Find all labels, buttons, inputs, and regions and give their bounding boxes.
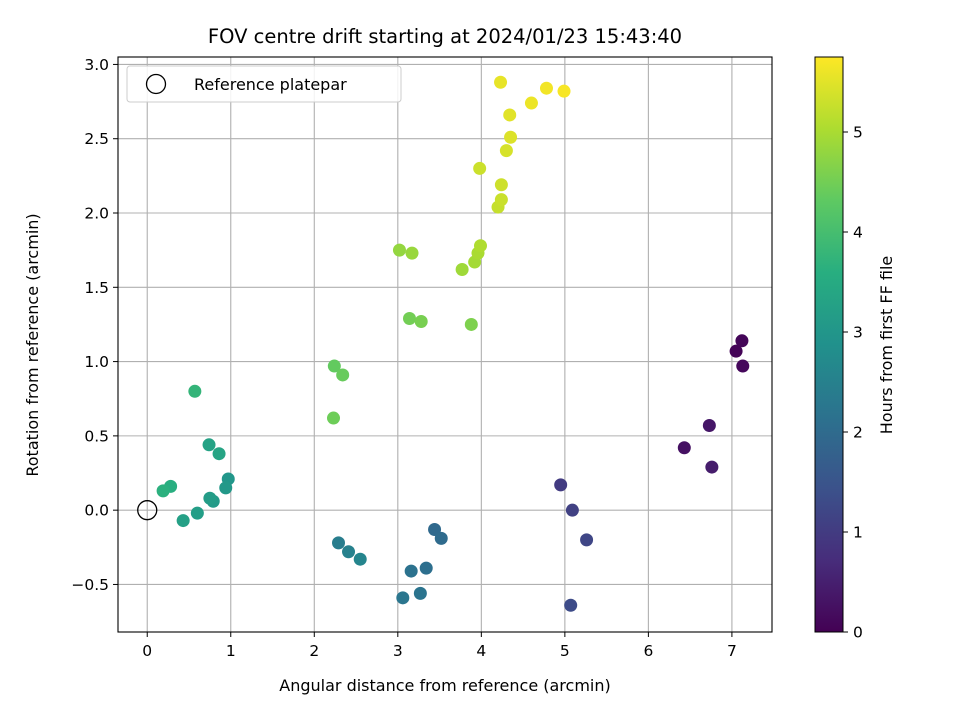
colorbar-frame [814, 56, 844, 633]
x-tick-label: 4 [476, 642, 486, 660]
y-tick-label: 2.0 [84, 205, 109, 223]
data-point [504, 130, 518, 144]
data-point [327, 359, 341, 373]
data-points [137, 75, 750, 612]
data-point [212, 447, 226, 461]
data-point [499, 144, 513, 158]
legend-box [126, 65, 402, 103]
legend: Reference platepar [126, 65, 402, 103]
x-tick-label: 6 [643, 642, 653, 660]
chart-title: FOV centre drift starting at 2024/01/23 … [208, 25, 682, 48]
data-point [554, 478, 568, 492]
colorbar-tick-label: 5 [853, 124, 863, 142]
data-point [494, 193, 508, 207]
x-tick-label: 1 [226, 642, 236, 660]
x-axis-ticks: 0 1 2 3 4 5 6 7 [142, 632, 737, 660]
data-point [539, 81, 553, 95]
data-point [565, 503, 579, 517]
y-axis-ticks: −0.5 0.0 0.5 1.0 1.5 2.0 2.5 3.0 [71, 56, 118, 594]
colorbar-ticks: 0 1 2 3 4 5 [843, 124, 863, 642]
data-point [736, 359, 750, 373]
y-tick-label: 3.0 [84, 56, 109, 74]
data-point [202, 438, 216, 452]
data-point [188, 384, 202, 398]
data-point [705, 460, 719, 474]
plot-area-frame [117, 56, 773, 633]
reference-platepar-point [137, 500, 158, 521]
y-tick-label: 1.0 [84, 353, 109, 371]
y-axis-label: Rotation from reference (arcmin) [23, 213, 42, 476]
data-point [473, 239, 487, 253]
colorbar-tick-label: 3 [853, 324, 863, 342]
data-point [336, 368, 350, 382]
data-point [524, 96, 538, 110]
x-axis-label: Angular distance from reference (arcmin) [279, 676, 610, 695]
data-point [564, 598, 578, 612]
x-tick-label: 3 [393, 642, 403, 660]
x-tick-label: 0 [142, 642, 152, 660]
data-point [729, 344, 743, 358]
legend-entry-reference: Reference platepar [194, 75, 347, 94]
data-point [353, 552, 367, 566]
legend-marker-icon [145, 73, 167, 95]
data-point [219, 481, 233, 495]
y-tick-label: 0.5 [84, 427, 109, 445]
data-point [434, 531, 448, 545]
data-point [414, 314, 428, 328]
data-point [494, 75, 508, 89]
data-point [557, 84, 571, 98]
x-tick-label: 7 [727, 642, 737, 660]
colorbar: 0 1 2 3 4 5 Hours from first FF file [814, 56, 896, 642]
data-point [203, 491, 217, 505]
data-point [403, 311, 417, 325]
data-point [404, 564, 418, 578]
data-point [702, 418, 716, 432]
data-point [405, 246, 419, 260]
data-point [464, 317, 478, 331]
data-point [332, 536, 346, 550]
y-tick-label: −0.5 [71, 576, 109, 594]
colorbar-tick-label: 0 [853, 624, 863, 642]
colorbar-tick-label: 1 [853, 524, 863, 542]
colorbar-gradient [815, 57, 843, 632]
colorbar-tick-label: 4 [853, 224, 863, 242]
data-point [392, 243, 406, 257]
data-point [503, 108, 517, 122]
data-point [342, 545, 356, 559]
y-tick-label: 1.5 [84, 279, 109, 297]
y-tick-label: 2.5 [84, 130, 109, 148]
data-point [473, 161, 487, 175]
data-point [156, 484, 170, 498]
data-point [677, 441, 691, 455]
colorbar-label: Hours from first FF file [877, 256, 896, 435]
x-tick-label: 2 [309, 642, 319, 660]
data-point [494, 178, 508, 192]
data-point [396, 591, 410, 605]
data-point [413, 586, 427, 600]
grid-lines [118, 57, 772, 632]
data-point [326, 411, 340, 425]
colorbar-tick-label: 2 [853, 424, 863, 442]
data-point [428, 522, 442, 536]
data-point [735, 334, 749, 348]
data-point [580, 533, 594, 547]
data-point [176, 514, 190, 528]
x-tick-label: 5 [560, 642, 570, 660]
data-point [190, 506, 204, 520]
y-tick-label: 0.0 [84, 502, 109, 520]
data-point [455, 262, 469, 276]
data-point [419, 561, 433, 575]
